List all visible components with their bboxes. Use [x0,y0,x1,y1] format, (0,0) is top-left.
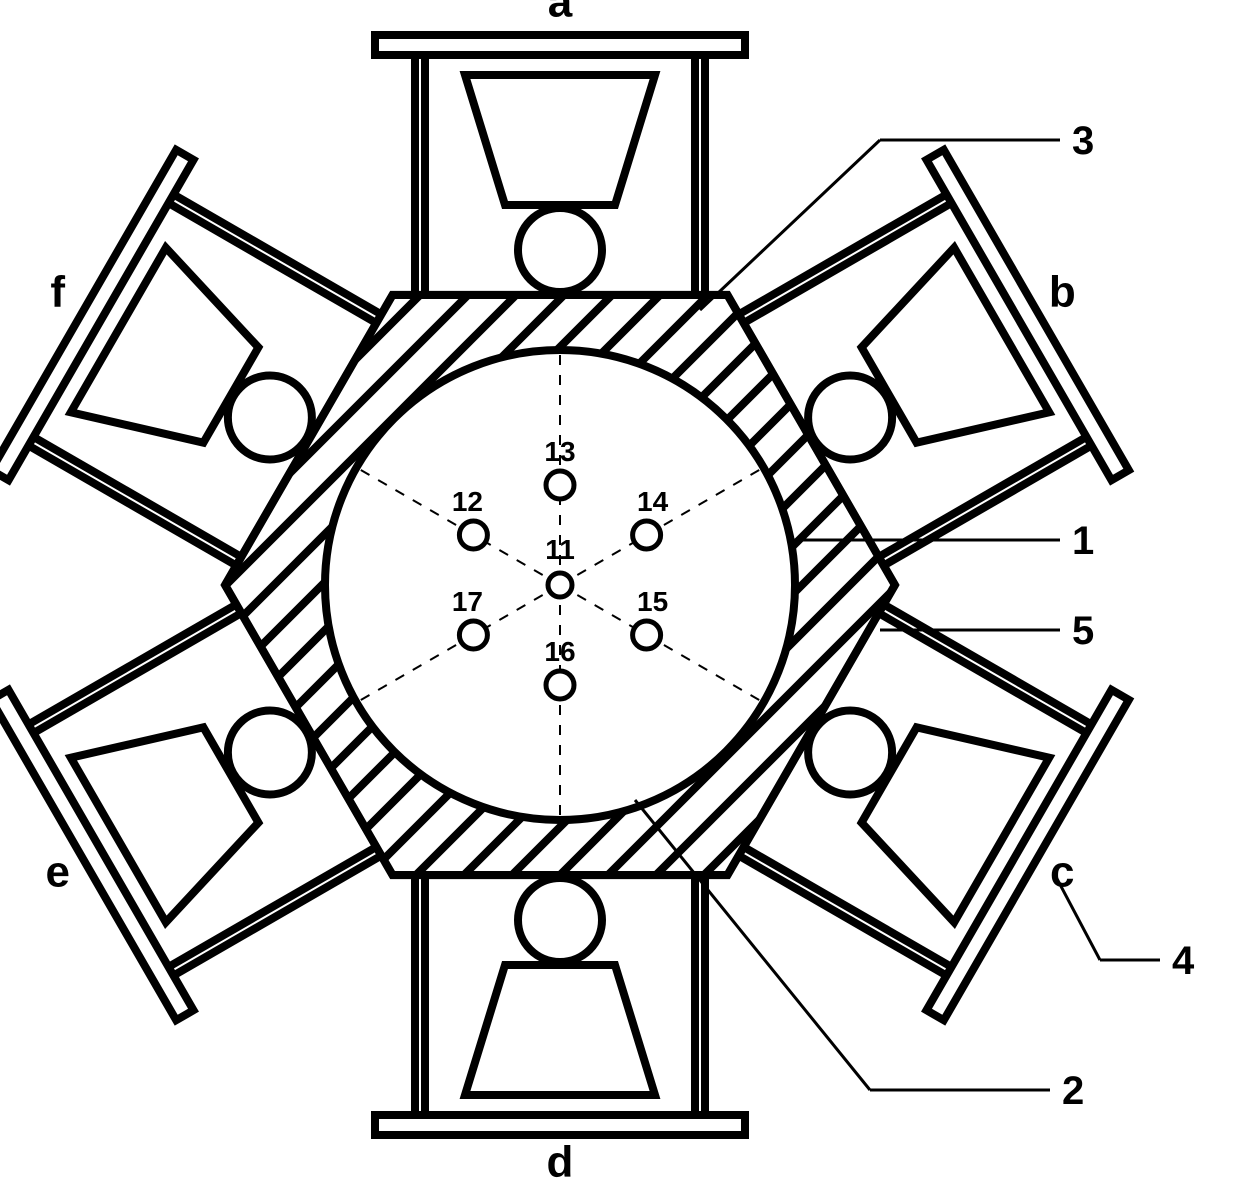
marker-outer [633,621,661,649]
piston-label: b [1049,268,1076,317]
marker-label: 14 [637,486,669,517]
marker-label: 17 [452,586,483,617]
callout: 5 [880,609,1094,653]
marker-center [548,573,572,597]
marker-outer [459,621,487,649]
piston-unit: a [375,0,745,293]
callout: 4 [1055,875,1195,983]
marker-label: 15 [637,586,668,617]
marker-label: 16 [544,636,575,667]
marker-outer [633,521,661,549]
marker-outer [546,471,574,499]
callout-number: 2 [1062,1069,1084,1113]
callout-number: 5 [1072,609,1094,653]
marker-label: 13 [544,436,575,467]
piston-label: a [548,0,573,27]
piston-label: f [50,268,65,317]
marker-label: 12 [452,486,483,517]
marker-outer [459,521,487,549]
marker-label: 11 [545,534,575,565]
piston-label: d [547,1138,574,1187]
callout: 3 [700,119,1094,310]
marker-outer [546,671,574,699]
callout-number: 1 [1072,519,1094,563]
callout-number: 3 [1072,119,1094,163]
piston-unit: d [375,877,745,1187]
piston-label: e [45,848,69,897]
callout-number: 4 [1172,939,1195,983]
